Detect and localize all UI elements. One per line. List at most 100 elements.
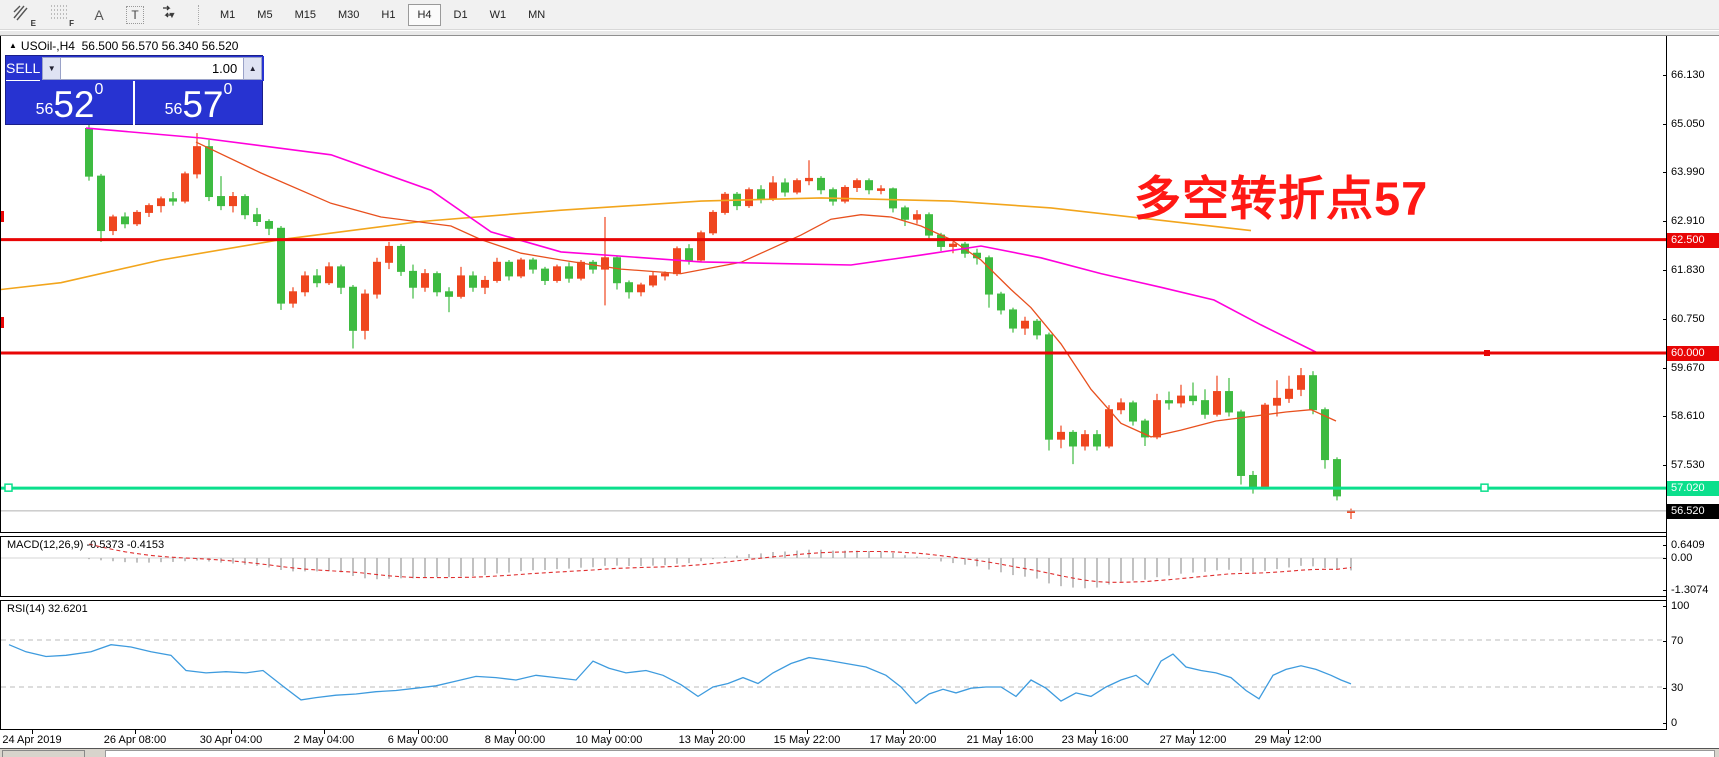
sell-price-big: 52 <box>53 84 95 125</box>
collapse-triangle-icon[interactable]: ▲ <box>9 41 17 50</box>
date-tick-mark <box>515 730 516 734</box>
candle <box>481 275 489 295</box>
price-tick-label: 60.750 <box>1671 312 1705 325</box>
buy-price-big: 57 <box>182 84 224 125</box>
candle <box>1249 470 1257 494</box>
price-tick-label: 61.830 <box>1671 264 1705 277</box>
line-studies-icon[interactable]: E <box>12 4 36 28</box>
candle <box>529 257 537 274</box>
volume-increase-button[interactable]: ▲ <box>243 57 263 80</box>
candle <box>817 176 825 195</box>
candle <box>1153 393 1161 440</box>
timeframe-button-h1[interactable]: H1 <box>381 8 396 21</box>
candle <box>1021 316 1029 335</box>
candle <box>841 185 849 204</box>
date-tick-label: 2 May 04:00 <box>293 734 355 746</box>
date-tick-label: 30 Apr 04:00 <box>199 734 263 746</box>
candle <box>397 244 405 276</box>
candle <box>1189 382 1197 406</box>
candle <box>1201 389 1209 419</box>
date-tick-mark <box>231 730 232 734</box>
rsi-scale-label: 70 <box>1671 635 1684 647</box>
date-tick-mark <box>609 730 610 734</box>
buy-button[interactable]: BUY <box>264 56 294 81</box>
price-tick-label: 57.530 <box>1671 459 1705 472</box>
candle <box>193 133 201 179</box>
sell-price[interactable]: 56 52 0 <box>6 81 135 125</box>
candle <box>901 205 909 227</box>
candle <box>1347 508 1355 520</box>
candle <box>265 219 273 236</box>
rsi-scale-label: 0 <box>1671 717 1678 729</box>
candle <box>1261 402 1269 490</box>
text-label-icon[interactable]: A <box>88 4 110 26</box>
date-tick-mark <box>712 730 713 734</box>
date-tick-mark <box>418 730 419 734</box>
candle <box>349 284 357 349</box>
macd-chart-svg[interactable] <box>1 537 1665 596</box>
price-badge-56520: 56.520 <box>1667 503 1719 519</box>
sell-button[interactable]: SELL <box>6 56 41 81</box>
timeframe-button-row: M1 M5 M15 M30 H1 H4 D1 W1 MN <box>209 3 556 26</box>
line-handle[interactable] <box>4 483 13 492</box>
timeframe-button-w1[interactable]: W1 <box>489 8 507 21</box>
candle <box>301 271 309 297</box>
candle <box>1297 367 1305 397</box>
candle <box>337 264 345 295</box>
timeframe-button-m15[interactable]: M15 <box>294 8 316 21</box>
price-badge-60000: 60.000 <box>1667 346 1719 361</box>
price-badge-62500: 62.500 <box>1667 232 1719 248</box>
candle <box>1141 418 1149 446</box>
macd-signal-line <box>88 543 1352 583</box>
rsi-chart-svg[interactable] <box>1 601 1665 729</box>
grid-icon[interactable]: F <box>50 4 74 28</box>
macd-panel[interactable]: MACD(12,26,9) -0.5373 -0.4153 <box>0 536 1666 597</box>
candle <box>1333 457 1341 501</box>
candle <box>1273 380 1281 417</box>
candle <box>181 171 189 204</box>
timeframe-button-m30[interactable]: M30 <box>337 8 360 21</box>
candle <box>121 212 129 229</box>
volume-decrease-button[interactable]: ▼ <box>42 57 62 80</box>
timeframe-button-mn[interactable]: MN <box>528 8 546 21</box>
date-tick-mark <box>1095 730 1096 734</box>
price-tick-label: 58.610 <box>1671 410 1705 423</box>
candle <box>109 214 117 236</box>
text-label-glyph: A <box>94 6 104 23</box>
rsi-panel[interactable]: RSI(14) 32.6201 <box>0 600 1666 730</box>
candle <box>637 282 645 297</box>
candle <box>1213 375 1221 417</box>
line-handle[interactable] <box>1484 350 1490 357</box>
candle <box>517 257 525 279</box>
date-tick-label: 29 May 12:00 <box>1254 734 1322 746</box>
timeframe-button-m5[interactable]: M5 <box>257 8 273 21</box>
volume-input[interactable] <box>61 57 244 80</box>
candle <box>793 178 801 195</box>
window-top-strip[interactable] <box>0 30 1719 36</box>
candle <box>745 187 753 208</box>
candle <box>1285 375 1293 403</box>
macd-scale-tick <box>1663 558 1667 559</box>
candle <box>205 139 213 202</box>
line-handle[interactable] <box>1480 483 1489 492</box>
date-tick-mark <box>1193 730 1194 734</box>
timeframe-button-m1[interactable]: M1 <box>220 8 236 21</box>
price-scale[interactable]: 66.130 65.050 63.990 62.910 61.830 60.750 59.6… <box>1663 36 1719 748</box>
candle <box>565 262 573 283</box>
timeframe-button-h4[interactable]: H4 <box>408 3 441 26</box>
arrows-dropdown-icon[interactable]: ▼ <box>160 4 182 26</box>
main-chart-panel[interactable]: ▲ USOil-,H4 56.500 56.570 56.340 56.520 多… <box>0 36 1667 533</box>
buy-price[interactable]: 56 57 0 <box>135 81 262 125</box>
top-toolbar: E F A T ▼ M1 M5 M15 M30 H1 H4 D1 W1 MN <box>0 0 1719 30</box>
candlestick-chart-svg[interactable] <box>1 36 1667 533</box>
bottom-tab-strip[interactable] <box>105 750 1715 757</box>
window-tab[interactable] <box>2 750 85 757</box>
date-scale[interactable]: 24 Apr 2019 26 Apr 08:00 30 Apr 04:00 2 May… <box>0 730 1719 748</box>
timeframe-button-d1[interactable]: D1 <box>453 8 468 21</box>
toolbar-icon-group: E F A T ▼ <box>0 4 194 28</box>
text-box-icon[interactable]: T <box>126 5 144 24</box>
rsi-scale-label: 100 <box>1671 600 1690 612</box>
candle <box>625 280 633 299</box>
date-tick-label: 23 May 16:00 <box>1061 734 1129 746</box>
price-tick-label: 63.990 <box>1671 166 1705 179</box>
